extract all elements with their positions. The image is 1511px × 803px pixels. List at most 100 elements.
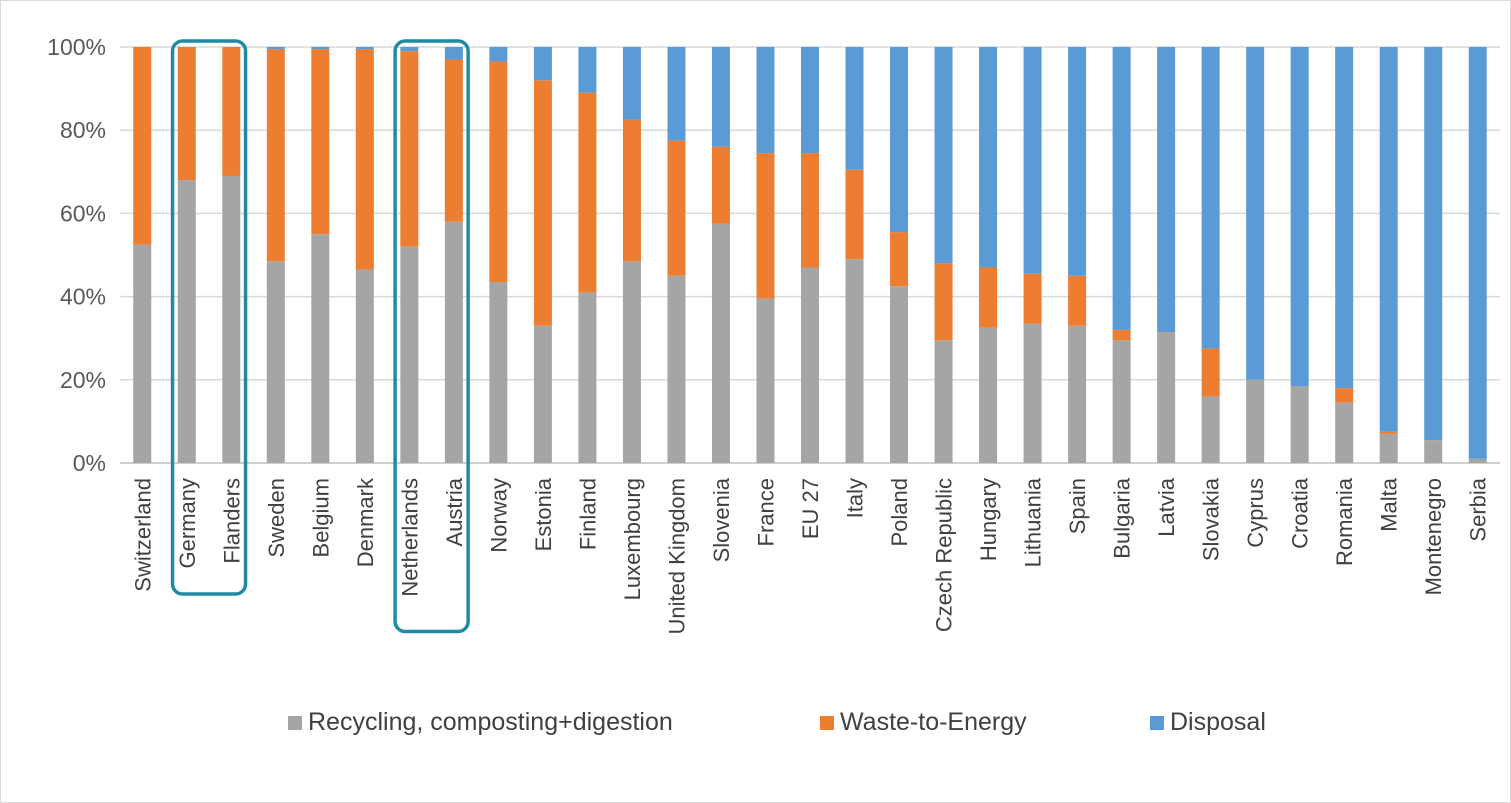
bar-segment — [890, 232, 909, 287]
bar-segment — [667, 140, 686, 276]
legend-label: Waste-to-Energy — [840, 708, 1027, 736]
x-tick-label: EU 27 — [798, 478, 823, 539]
bar-segment — [1023, 273, 1042, 324]
x-tick-label: Latvia — [1154, 477, 1179, 536]
bar-segment — [1068, 325, 1087, 463]
bar-segment — [622, 119, 641, 262]
bar-segment — [266, 47, 285, 50]
bar-segment — [1201, 47, 1220, 349]
bar-segment — [1068, 275, 1087, 326]
bar-segment — [890, 286, 909, 463]
bar-segment — [756, 153, 775, 299]
bar-segment — [934, 340, 953, 463]
bar-segment — [133, 47, 152, 245]
x-tick-label: Norway — [486, 478, 511, 553]
bar-segment — [533, 80, 552, 326]
legend-swatch — [288, 715, 302, 730]
bar-segment — [1112, 329, 1131, 341]
bar-segment — [1112, 47, 1131, 330]
bar-segment — [489, 47, 508, 62]
bar-segment — [1468, 458, 1487, 463]
bar-segment — [1379, 433, 1398, 463]
x-tick-label: Netherlands — [397, 478, 422, 597]
y-tick-label: 80% — [60, 117, 106, 143]
bar-segment — [934, 47, 953, 264]
bar-segment — [1379, 47, 1398, 432]
y-tick-label: 40% — [60, 284, 106, 310]
bar-segment — [1335, 388, 1354, 403]
y-tick-label: 20% — [60, 367, 106, 393]
bar-segment — [400, 246, 419, 463]
legend-label: Recycling, composting+digestion — [308, 708, 673, 736]
x-tick-label: Estonia — [531, 477, 556, 551]
bar-segment — [934, 263, 953, 341]
bar-segment — [444, 59, 463, 222]
x-tick-label: Belgium — [308, 478, 333, 557]
bar-segment — [1424, 47, 1443, 441]
bar-segment — [845, 259, 864, 463]
bar-segment — [311, 49, 330, 235]
bar-segment — [266, 261, 285, 463]
x-tick-label: Slovakia — [1199, 477, 1224, 561]
x-tick-label: United Kingdom — [664, 478, 689, 635]
bar-segment — [355, 49, 374, 270]
x-tick-label: Slovenia — [709, 477, 734, 562]
bar-segment — [1424, 440, 1443, 463]
bar-segment — [1246, 47, 1265, 380]
legend-swatch — [820, 715, 834, 730]
bar-segment — [1112, 340, 1131, 463]
bar-segment — [622, 47, 641, 120]
bar-segment — [1201, 396, 1220, 463]
bar-segment — [1468, 47, 1487, 459]
x-tick-label: France — [753, 478, 778, 546]
bar-segment — [711, 146, 730, 224]
bar-segment — [845, 169, 864, 260]
bar-segment — [400, 51, 419, 247]
bar-segment — [1023, 47, 1042, 274]
bar-segment — [1157, 331, 1176, 463]
x-tick-label: Switzerland — [130, 478, 155, 592]
bar-segment — [177, 180, 196, 463]
x-tick-label: Finland — [575, 478, 600, 550]
legend-item: Disposal — [1150, 708, 1266, 737]
bar-segment — [1157, 47, 1176, 332]
bar-segment — [622, 261, 641, 463]
bar-segment — [890, 47, 909, 233]
bar-segment — [311, 47, 330, 50]
bar-segment — [133, 244, 152, 463]
bar-segment — [400, 47, 419, 52]
bar-segment — [979, 267, 998, 328]
bar-segment — [222, 175, 241, 463]
bar-segment — [1335, 47, 1354, 389]
bar-segment — [845, 47, 864, 170]
bar-segment — [1335, 402, 1354, 463]
bar-segment — [801, 267, 819, 463]
bar-segment — [979, 47, 998, 268]
bar-segment — [177, 47, 196, 181]
bar-segment — [578, 47, 597, 93]
legend-swatch — [1150, 715, 1164, 730]
x-tick-label: Germany — [175, 478, 200, 568]
x-tick-label: Malta — [1377, 477, 1402, 532]
x-tick-label: Sweden — [264, 478, 289, 558]
bar-segment — [578, 92, 597, 293]
bar-segment — [1023, 323, 1042, 463]
bar-segment — [578, 292, 597, 463]
bar-segment — [1201, 348, 1220, 397]
bar-segment — [1379, 431, 1398, 434]
bar-segment — [266, 49, 285, 262]
bar-segment — [801, 153, 819, 268]
x-tick-label: Romania — [1332, 477, 1357, 566]
x-tick-label: Poland — [887, 478, 912, 547]
x-tick-label: Italy — [843, 478, 868, 518]
x-tick-label: Hungary — [976, 478, 1001, 561]
bar-segment — [444, 221, 463, 463]
highlight-box — [170, 39, 248, 596]
bar-segment — [711, 223, 730, 463]
bar-segment — [489, 61, 508, 283]
bar-segment — [222, 47, 241, 176]
bar-segment — [801, 47, 819, 154]
bar-segment — [667, 275, 686, 463]
x-tick-label: Bulgaria — [1110, 477, 1135, 558]
x-tick-label: Lithuania — [1021, 477, 1046, 567]
